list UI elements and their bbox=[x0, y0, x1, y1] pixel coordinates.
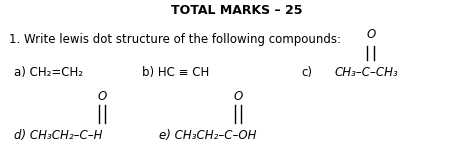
Text: b) HC ≡ CH: b) HC ≡ CH bbox=[142, 66, 210, 79]
Text: CH₃–C–CH₃: CH₃–C–CH₃ bbox=[334, 66, 398, 79]
Text: 1. Write lewis dot structure of the following compounds:: 1. Write lewis dot structure of the foll… bbox=[9, 33, 341, 46]
Text: O: O bbox=[366, 28, 375, 41]
Text: a) CH₂=CH₂: a) CH₂=CH₂ bbox=[14, 66, 83, 79]
Text: O: O bbox=[233, 90, 243, 103]
Text: e) CH₃CH₂–C–OH: e) CH₃CH₂–C–OH bbox=[159, 129, 256, 142]
Text: O: O bbox=[97, 90, 107, 103]
Text: d) CH₃CH₂–C–H: d) CH₃CH₂–C–H bbox=[14, 129, 103, 142]
Text: TOTAL MARKS – 25: TOTAL MARKS – 25 bbox=[171, 4, 303, 17]
Text: c): c) bbox=[301, 66, 312, 79]
